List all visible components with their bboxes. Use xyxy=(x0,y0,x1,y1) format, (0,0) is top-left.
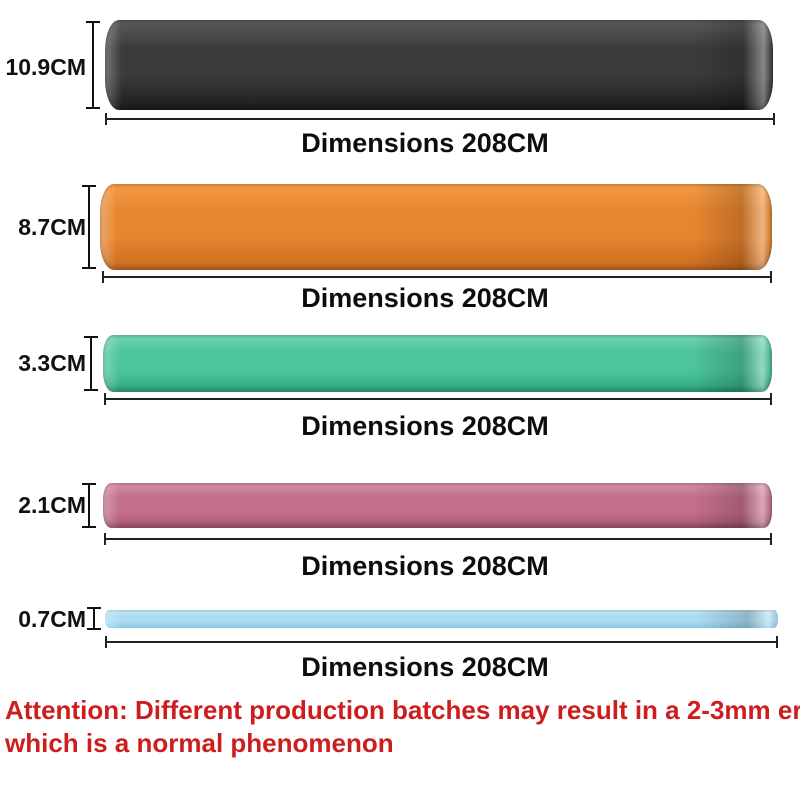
attention-note: Attention: Different production batches … xyxy=(5,694,800,760)
length-measure-line xyxy=(104,533,772,545)
band-height-label: 3.3CM xyxy=(18,350,86,376)
height-measure-line xyxy=(86,21,100,109)
attention-note-line2: which is a normal phenomenon xyxy=(5,728,394,758)
resistance-band-green xyxy=(103,335,772,392)
height-measure-line xyxy=(82,185,96,269)
resistance-band-orange xyxy=(100,184,772,270)
height-measure-line xyxy=(87,607,101,630)
attention-note-line1: Attention: Different production batches … xyxy=(5,695,800,725)
resistance-band-black xyxy=(105,20,773,110)
band-length-label: Dimensions 208CM xyxy=(301,652,549,682)
band-length-label: Dimensions 208CM xyxy=(301,411,549,441)
height-measure-line xyxy=(82,483,96,528)
resistance-band-pink xyxy=(103,483,772,528)
length-measure-line xyxy=(105,636,778,648)
band-height-label: 0.7CM xyxy=(18,606,86,632)
band-height-label: 8.7CM xyxy=(18,214,86,240)
length-measure-line xyxy=(102,271,772,283)
band-length-label: Dimensions 208CM xyxy=(301,128,549,158)
height-measure-line xyxy=(84,336,98,391)
band-height-label: 2.1CM xyxy=(18,492,86,518)
length-measure-line xyxy=(105,113,775,125)
band-length-label: Dimensions 208CM xyxy=(301,551,549,581)
length-measure-line xyxy=(104,393,772,405)
resistance-band-lightblue xyxy=(105,610,778,628)
band-height-label: 10.9CM xyxy=(5,54,86,80)
band-length-label: Dimensions 208CM xyxy=(301,283,549,313)
